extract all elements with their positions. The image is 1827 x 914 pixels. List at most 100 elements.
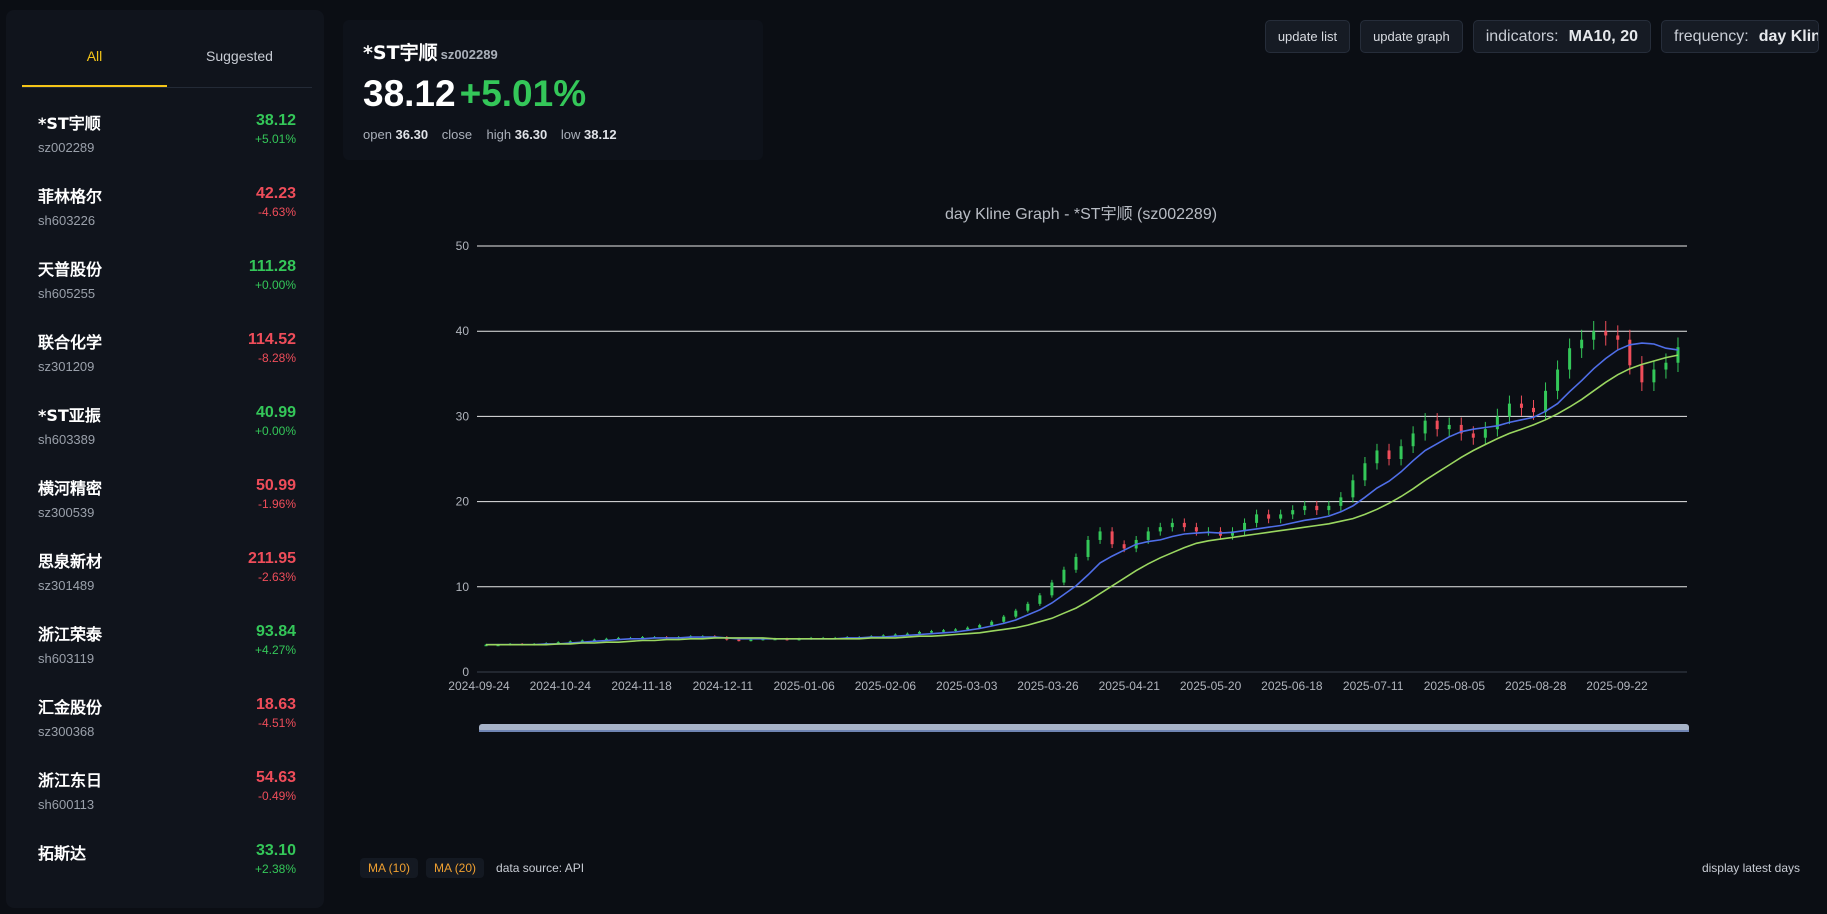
low-label: low [560, 127, 581, 142]
update-graph-button[interactable]: update graph [1360, 20, 1463, 53]
indicators-label: indicators: [1485, 28, 1559, 45]
candle-body [1267, 514, 1271, 519]
candle-body [1098, 531, 1102, 540]
tab-all[interactable]: All [22, 30, 167, 87]
indicators-value: MA10, 20 [1568, 28, 1638, 45]
candle-body [1351, 480, 1355, 498]
chart-footer: MA (10) MA (20) data source: API display… [360, 858, 1820, 878]
stock-code: sh603119 [38, 651, 95, 666]
stock-list-item[interactable]: 浙江荣泰 sh603119 93.84 +4.27% [22, 611, 312, 684]
stock-name: *ST宇顺 [38, 114, 101, 133]
candle-body [1411, 433, 1415, 447]
candle-body [1532, 407, 1535, 413]
stock-list-item[interactable]: 汇金股份 sz300368 18.63 -4.51% [22, 684, 312, 757]
close-label: close [441, 127, 473, 142]
candle-body [1074, 556, 1078, 570]
stock-price: 38.12 [255, 112, 296, 129]
ma10-line [486, 342, 1679, 646]
candle-body [1483, 429, 1487, 438]
tab-suggested[interactable]: Suggested [206, 48, 273, 64]
stock-price: 54.63 [255, 769, 296, 786]
candle-body [1243, 522, 1247, 532]
quote-price: 38.12 [363, 73, 456, 114]
legend-ma10[interactable]: MA (10) [360, 858, 419, 878]
candle-body [1303, 505, 1307, 511]
x-tick-label: 2025-01-06 [773, 679, 835, 693]
x-tick-label: 2024-12-11 [693, 679, 754, 693]
quote-name: *ST宇顺 [363, 42, 438, 64]
candle-body [1062, 569, 1066, 583]
candle-body [556, 642, 560, 644]
x-tick-label: 2025-08-05 [1424, 679, 1486, 693]
candle-body [1507, 403, 1511, 417]
stock-list-item[interactable]: 浙江东日 sh600113 54.63 -0.49% [22, 757, 312, 830]
stock-name: 浙江荣泰 [38, 625, 103, 644]
high-label: high [486, 127, 512, 142]
candle-body [1580, 339, 1584, 349]
stock-name: 联合化学 [38, 333, 103, 352]
candle-body [1255, 514, 1259, 523]
stock-name: 汇金股份 [38, 698, 103, 717]
stock-list-item[interactable]: 联合化学 sz301209 114.52 -8.28% [22, 319, 312, 392]
stock-change: -1.96% [257, 497, 296, 511]
candle-body [905, 633, 909, 636]
candle-body [1110, 531, 1114, 545]
y-tick-label: 20 [456, 495, 470, 509]
candle-body [1640, 365, 1644, 383]
stock-list-item[interactable]: 拓斯达 33.10 +2.38% [22, 830, 312, 903]
stock-list-item[interactable]: 菲林格尔 sh603226 42.23 -4.63% [22, 173, 312, 246]
candle-body [1231, 531, 1234, 536]
candle-body [604, 638, 608, 641]
stock-list-item[interactable]: 天普股份 sh605255 111.28 +0.00% [22, 246, 312, 319]
candle-body [737, 639, 741, 642]
candle-body [1459, 424, 1463, 434]
candle-body [1194, 527, 1198, 532]
candle-body [1495, 416, 1499, 430]
stock-change: +2.38% [254, 862, 296, 876]
display-latest-days-button[interactable]: display latest days [1701, 861, 1800, 875]
candle-body [1616, 335, 1620, 340]
candle-body [893, 634, 897, 637]
indicators-selector[interactable]: indicators: MA10, 20 [1472, 20, 1651, 53]
candle-body [1014, 610, 1018, 617]
candle-body [1652, 369, 1656, 383]
stock-price: 111.28 [248, 258, 296, 275]
stock-code: sh605255 [38, 286, 96, 301]
low-value: 38.12 [584, 127, 617, 142]
stock-list-item[interactable]: 横河精密 sz300539 50.99 -1.96% [22, 465, 312, 538]
legend-ma20[interactable]: MA (20) [426, 858, 485, 878]
x-tick-label: 2025-06-18 [1261, 679, 1323, 693]
candle-body [917, 631, 921, 634]
stock-name: 菲林格尔 [38, 187, 103, 206]
open-label: open [363, 127, 392, 142]
stock-name: 天普股份 [38, 260, 103, 279]
stock-list-item[interactable]: *ST亚振 sh603389 40.99 +0.00% [22, 392, 312, 465]
stock-sidebar: All Suggested *ST宇顺 sz002289 38.12 +5.01% 菲林… [6, 10, 324, 908]
stock-list-item[interactable]: *ST宇顺 sz002289 38.12 +5.01% [22, 100, 312, 173]
x-tick-label: 2024-09-24 [448, 679, 510, 693]
stock-change: +0.00% [254, 424, 296, 438]
stock-price: 18.63 [255, 696, 296, 713]
stock-list-item[interactable]: 思泉新材 sz301489 211.95 -2.63% [22, 538, 312, 611]
candle-body [1556, 369, 1560, 391]
stock-name: 拓斯达 [38, 844, 87, 863]
stock-code: sz301209 [38, 359, 95, 374]
candle-body [1146, 531, 1150, 540]
candle-body [616, 637, 620, 640]
candle-body [1315, 505, 1319, 511]
candle-body [1279, 514, 1283, 519]
stock-code: sz300539 [38, 505, 95, 520]
high-value: 36.30 [514, 127, 548, 142]
candle-body [942, 630, 946, 632]
stock-code: sh603226 [38, 213, 96, 228]
kline-chart[interactable]: 0 10 20 30 40 50 2024-09-24 2024-10-24 2024-11-1… [343, 170, 1827, 860]
candle-body [592, 639, 596, 642]
stock-change: -8.28% [257, 351, 296, 365]
frequency-selector[interactable]: frequency: day Kline [1661, 20, 1819, 53]
stock-code: sz300368 [38, 724, 95, 739]
candle-body [966, 627, 970, 630]
y-tick-label: 10 [456, 580, 470, 594]
x-tick-label: 2025-03-03 [936, 679, 998, 693]
stock-price: 50.99 [255, 477, 296, 494]
update-list-button[interactable]: update list [1264, 20, 1351, 53]
